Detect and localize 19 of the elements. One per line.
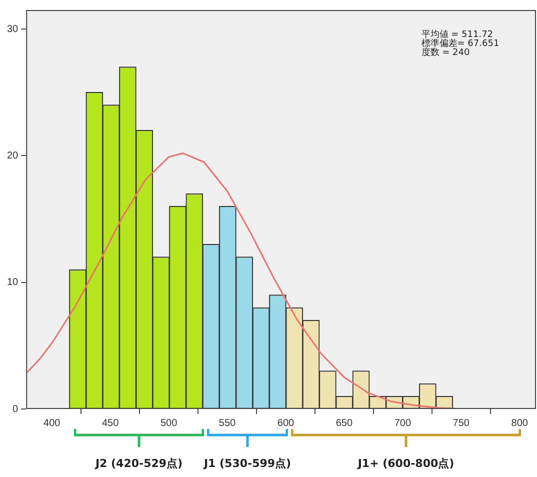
text: J2 (420-529点)	[95, 456, 183, 471]
y-tick-label: 30	[7, 24, 19, 35]
text: J1 (530-599点)	[204, 456, 292, 471]
x-tick-label: 600	[277, 418, 295, 429]
y-tick-label: 10	[7, 277, 19, 288]
x-tick-label: 750	[452, 418, 470, 429]
x-tick-label: 550	[218, 418, 236, 429]
y-tick-label: 20	[7, 150, 19, 162]
x-tick-label: 700	[394, 418, 412, 429]
annotation: 度数 = 240	[421, 46, 470, 58]
annotation: 標準偏差= 67.651	[421, 38, 500, 49]
text: J1+ (600-800点)	[358, 456, 454, 471]
annotation: 平均値 = 511.72	[421, 28, 494, 40]
x-tick-label: 800	[511, 418, 528, 429]
x-tick-label: 450	[102, 418, 120, 429]
y-tick-label: 0	[12, 404, 19, 415]
x-tick-label: 400	[44, 418, 61, 429]
x-tick-label: 650	[336, 418, 353, 429]
x-tick-label: 500	[160, 418, 178, 429]
